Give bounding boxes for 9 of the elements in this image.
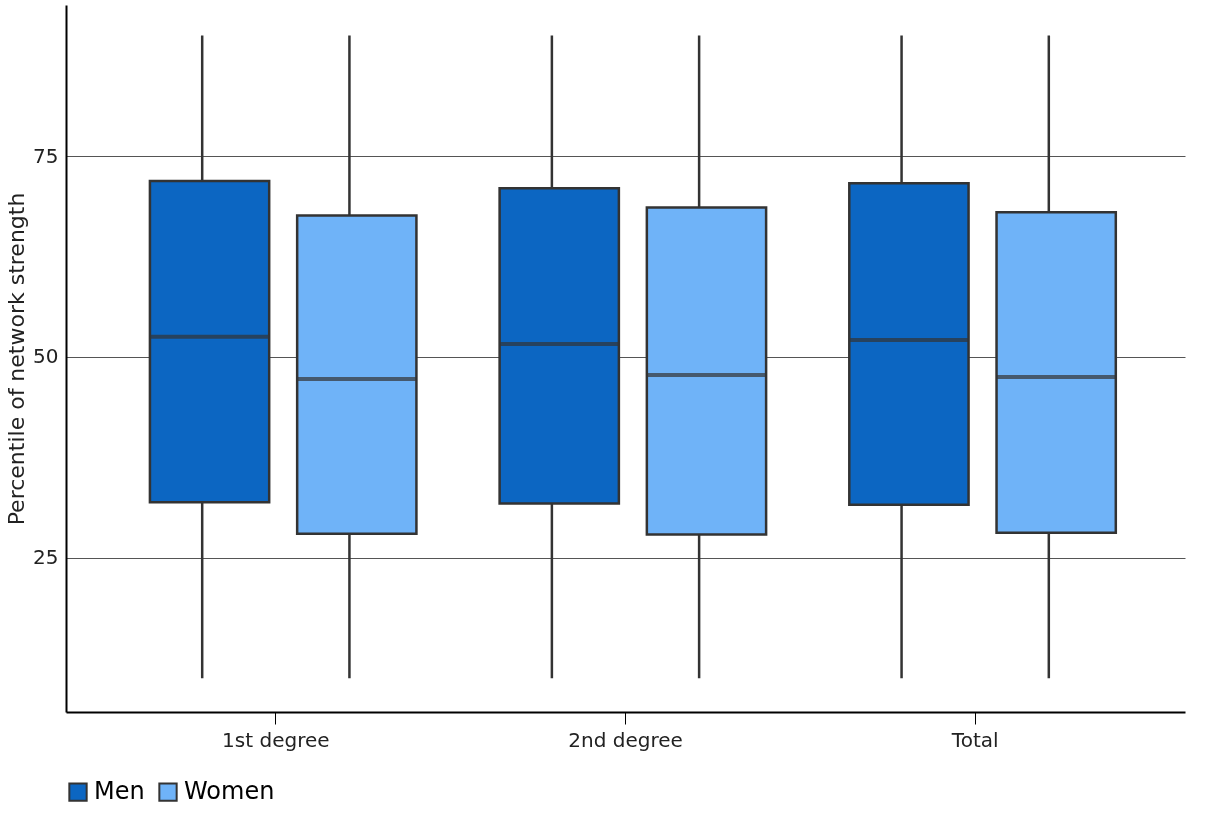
y-tick-label: 75 <box>33 143 59 168</box>
y-tick-label: 50 <box>33 344 59 369</box>
x-tick-label: 1st degree <box>222 727 330 752</box>
y-axis-title: Percentile of network strength <box>4 192 30 526</box>
legend-label: Men <box>94 777 145 806</box>
legend-label: Women <box>184 777 275 806</box>
x-tick-label: 2nd degree <box>568 727 683 752</box>
x-tick-label: Total <box>950 727 999 752</box>
y-tick-label: 25 <box>33 545 59 570</box>
